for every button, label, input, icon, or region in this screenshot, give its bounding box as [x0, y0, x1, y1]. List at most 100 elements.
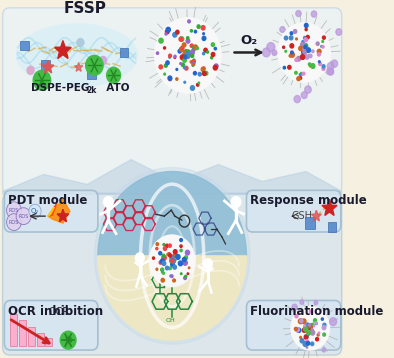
Polygon shape: [98, 171, 246, 256]
Circle shape: [179, 37, 182, 41]
Circle shape: [169, 78, 171, 81]
FancyBboxPatch shape: [246, 190, 341, 232]
Circle shape: [300, 337, 301, 338]
Circle shape: [282, 46, 284, 48]
Circle shape: [159, 252, 162, 255]
Circle shape: [307, 331, 310, 335]
Bar: [328, 222, 336, 232]
Circle shape: [302, 52, 305, 54]
Circle shape: [301, 43, 304, 47]
Circle shape: [161, 279, 164, 282]
Circle shape: [174, 57, 176, 58]
Circle shape: [283, 66, 286, 69]
Circle shape: [166, 61, 169, 65]
Circle shape: [301, 92, 307, 98]
Circle shape: [290, 32, 293, 35]
Circle shape: [305, 55, 309, 59]
Bar: [28, 327, 35, 346]
Circle shape: [171, 259, 174, 262]
Circle shape: [304, 38, 307, 42]
Circle shape: [169, 54, 171, 57]
Circle shape: [309, 63, 310, 66]
Bar: [305, 217, 316, 229]
Circle shape: [180, 249, 182, 252]
Circle shape: [311, 329, 313, 331]
Circle shape: [313, 325, 315, 327]
Circle shape: [322, 67, 325, 70]
Circle shape: [203, 33, 204, 35]
Circle shape: [305, 44, 308, 48]
Circle shape: [187, 53, 190, 57]
Circle shape: [303, 48, 305, 51]
Circle shape: [330, 318, 336, 326]
Circle shape: [184, 66, 186, 69]
Circle shape: [190, 44, 193, 47]
Circle shape: [306, 48, 310, 53]
Circle shape: [299, 77, 302, 79]
Circle shape: [180, 63, 181, 64]
Circle shape: [309, 324, 312, 328]
Circle shape: [159, 65, 163, 69]
Circle shape: [211, 43, 214, 47]
Circle shape: [272, 50, 277, 55]
Circle shape: [311, 64, 315, 68]
Circle shape: [298, 319, 303, 324]
Circle shape: [33, 70, 51, 90]
Circle shape: [164, 73, 165, 75]
Circle shape: [309, 54, 312, 58]
Text: ROS: ROS: [9, 208, 19, 213]
Text: OH: OH: [165, 318, 175, 323]
Circle shape: [180, 37, 184, 42]
Circle shape: [294, 30, 297, 33]
Circle shape: [297, 77, 300, 81]
Text: Fluorination module: Fluorination module: [250, 305, 383, 318]
Circle shape: [190, 86, 195, 90]
Circle shape: [171, 275, 173, 277]
Circle shape: [303, 52, 306, 56]
Circle shape: [187, 55, 189, 57]
Circle shape: [165, 266, 169, 270]
Bar: [41, 61, 50, 70]
Circle shape: [100, 57, 107, 64]
Circle shape: [303, 51, 306, 53]
Circle shape: [7, 202, 21, 219]
Circle shape: [204, 71, 208, 75]
Polygon shape: [48, 207, 54, 216]
Circle shape: [306, 35, 309, 39]
Circle shape: [165, 33, 167, 35]
Circle shape: [308, 324, 310, 326]
Circle shape: [316, 42, 319, 45]
Circle shape: [192, 64, 194, 66]
Circle shape: [165, 244, 168, 247]
Circle shape: [196, 47, 199, 49]
Circle shape: [185, 275, 187, 277]
Circle shape: [309, 324, 310, 326]
Circle shape: [190, 30, 193, 32]
Circle shape: [136, 253, 144, 263]
Circle shape: [204, 259, 212, 269]
Circle shape: [172, 260, 175, 263]
Circle shape: [155, 18, 221, 93]
Circle shape: [203, 52, 204, 55]
Circle shape: [171, 260, 172, 262]
Circle shape: [311, 11, 317, 17]
Circle shape: [322, 318, 323, 320]
Circle shape: [85, 55, 103, 75]
Circle shape: [164, 64, 167, 67]
Circle shape: [296, 38, 297, 40]
Circle shape: [303, 328, 307, 332]
Circle shape: [280, 27, 285, 32]
Circle shape: [197, 25, 200, 28]
Circle shape: [323, 333, 325, 336]
Circle shape: [186, 52, 189, 56]
Ellipse shape: [156, 273, 189, 282]
Circle shape: [316, 323, 317, 324]
Circle shape: [194, 30, 197, 33]
Bar: [19, 320, 26, 346]
Circle shape: [173, 265, 177, 269]
Circle shape: [173, 255, 175, 257]
Circle shape: [186, 54, 190, 59]
Circle shape: [314, 300, 318, 305]
Polygon shape: [74, 62, 83, 71]
Circle shape: [304, 335, 308, 339]
